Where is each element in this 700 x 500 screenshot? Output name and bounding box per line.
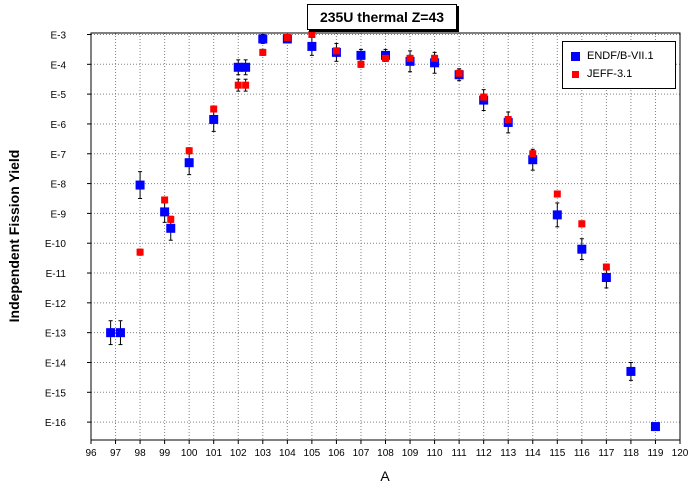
data-point-endf (356, 50, 366, 60)
x-tick-label: 119 (647, 448, 663, 459)
x-tick-label: 115 (549, 448, 565, 459)
data-point-jeff (431, 54, 439, 62)
data-point-endf (430, 58, 440, 68)
data-point-endf (241, 62, 251, 72)
x-tick-label: 104 (279, 448, 296, 459)
data-point-jeff (167, 215, 175, 223)
data-point-endf (184, 158, 194, 168)
data-point-jeff (504, 115, 512, 123)
y-tick-label: E-5 (50, 90, 66, 101)
x-tick-label: 98 (135, 448, 147, 459)
data-point-endf (552, 210, 562, 220)
data-point-endf (258, 34, 268, 44)
legend-marker-jeff (572, 70, 579, 78)
x-tick-label: 97 (110, 448, 122, 459)
x-tick-label: 107 (353, 448, 370, 459)
x-tick-label: 113 (500, 448, 516, 459)
data-point-endf (528, 155, 538, 165)
y-tick-label: E-4 (50, 60, 66, 71)
x-tick-label: 116 (574, 448, 590, 459)
data-point-jeff (161, 196, 169, 204)
legend: ENDF/B-VII.1 JEFF-3.1 (562, 41, 676, 89)
data-point-jeff (382, 54, 389, 62)
x-tick-label: 117 (598, 448, 614, 459)
legend-label-endf: ENDF/B-VII.1 (587, 50, 654, 62)
x-tick-label: 120 (672, 448, 689, 459)
data-marks (106, 30, 660, 432)
y-tick-label: E-16 (45, 418, 67, 429)
x-tick-label: 118 (623, 448, 639, 459)
y-axis-label: Independent Fission Yield (6, 150, 22, 323)
data-point-endf (577, 244, 587, 254)
data-point-endf (626, 366, 636, 376)
x-tick-label: 112 (476, 448, 492, 459)
data-point-endf (166, 223, 176, 233)
data-point-jeff (602, 263, 610, 271)
y-tick-label: E-12 (45, 299, 67, 310)
y-tick-label: E-7 (50, 150, 66, 161)
x-tick-label: 105 (304, 448, 321, 459)
legend-item-endf: ENDF/B-VII.1 (571, 49, 654, 63)
grid-lines (91, 33, 680, 440)
x-tick-label: 111 (452, 448, 468, 459)
y-tick-label: E-3 (50, 30, 66, 41)
data-point-endf (233, 62, 243, 72)
y-tick-label: E-11 (46, 269, 67, 280)
y-tick-label: E-13 (45, 329, 67, 340)
data-point-jeff (234, 81, 242, 89)
data-point-endf (650, 422, 660, 432)
x-tick-label: 103 (254, 448, 271, 459)
data-point-jeff (185, 147, 193, 155)
data-point-jeff (136, 248, 144, 256)
data-point-jeff (578, 220, 586, 228)
data-point-jeff (242, 81, 250, 89)
data-point-endf (160, 207, 170, 217)
x-tick-label: 96 (85, 448, 97, 459)
data-point-endf (209, 114, 219, 124)
data-point-jeff (308, 30, 316, 38)
x-tick-label: 114 (525, 448, 541, 459)
x-tick-label: 101 (205, 448, 222, 459)
x-tick-label: 110 (427, 448, 443, 459)
data-point-endf (135, 180, 145, 190)
data-point-jeff (210, 105, 218, 113)
y-tick-label: E-6 (50, 120, 66, 131)
y-tick-label: E-15 (45, 388, 67, 399)
data-point-endf (115, 328, 125, 338)
legend-item-jeff: JEFF-3.1 (571, 67, 632, 81)
x-tick-label: 102 (230, 448, 247, 459)
data-point-endf (601, 272, 611, 282)
x-tick-label: 106 (328, 448, 345, 459)
data-point-endf (307, 41, 317, 51)
data-point-jeff (406, 54, 414, 62)
x-tick-label: 108 (377, 448, 394, 459)
data-point-jeff (357, 60, 365, 68)
x-tick-label: 100 (181, 448, 198, 459)
legend-label-jeff: JEFF-3.1 (587, 68, 633, 80)
y-tick-label: E-8 (50, 180, 66, 191)
y-tick-label: E-9 (50, 209, 66, 220)
data-point-jeff (455, 69, 463, 77)
y-tick-label: E-10 (45, 239, 67, 250)
data-point-jeff (480, 93, 488, 101)
data-point-jeff (529, 150, 537, 158)
x-tick-label: 109 (402, 448, 419, 459)
x-axis-label: A (380, 468, 390, 484)
legend-marker-endf (571, 51, 580, 61)
data-point-jeff (553, 190, 561, 198)
data-point-jeff (283, 33, 291, 41)
x-tick-label: 99 (159, 448, 171, 459)
axis-ticks: 96 97 98 99 100 101 102 103 104 105 106 107 108 109 11… (45, 30, 689, 459)
data-point-endf (106, 328, 116, 338)
y-tick-label: E-14 (45, 358, 67, 369)
data-point-jeff (332, 47, 340, 55)
data-point-jeff (259, 48, 267, 56)
chart-title: 235U thermal Z=43 (307, 4, 457, 30)
